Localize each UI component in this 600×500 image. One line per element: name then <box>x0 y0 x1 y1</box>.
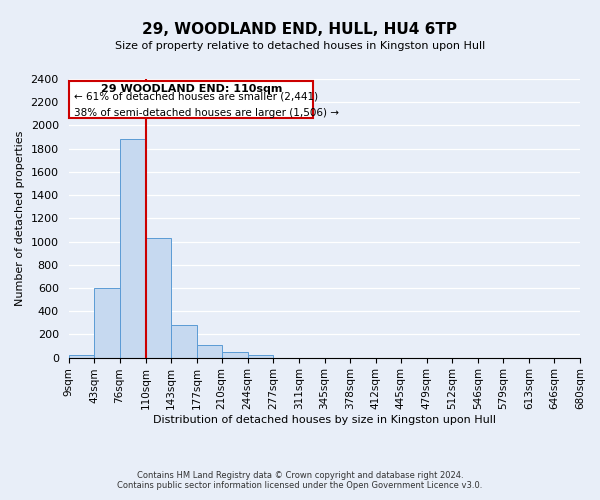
Text: 38% of semi-detached houses are larger (1,506) →: 38% of semi-detached houses are larger (… <box>74 108 340 118</box>
Bar <box>94 288 119 358</box>
Bar <box>119 140 146 358</box>
X-axis label: Distribution of detached houses by size in Kingston upon Hull: Distribution of detached houses by size … <box>153 415 496 425</box>
Text: 29, WOODLAND END, HULL, HU4 6TP: 29, WOODLAND END, HULL, HU4 6TP <box>143 22 458 38</box>
Text: ← 61% of detached houses are smaller (2,441): ← 61% of detached houses are smaller (2,… <box>74 92 319 102</box>
Text: Contains HM Land Registry data © Crown copyright and database right 2024.: Contains HM Land Registry data © Crown c… <box>137 472 463 480</box>
Bar <box>170 325 197 358</box>
Bar <box>222 352 248 358</box>
Bar <box>146 238 170 358</box>
Y-axis label: Number of detached properties: Number of detached properties <box>15 130 25 306</box>
Bar <box>68 356 94 358</box>
Text: 29 WOODLAND END: 110sqm: 29 WOODLAND END: 110sqm <box>101 84 282 94</box>
Bar <box>197 345 222 358</box>
Text: Size of property relative to detached houses in Kingston upon Hull: Size of property relative to detached ho… <box>115 41 485 51</box>
FancyBboxPatch shape <box>69 80 313 118</box>
Text: Contains public sector information licensed under the Open Government Licence v3: Contains public sector information licen… <box>118 482 482 490</box>
Bar <box>248 356 273 358</box>
